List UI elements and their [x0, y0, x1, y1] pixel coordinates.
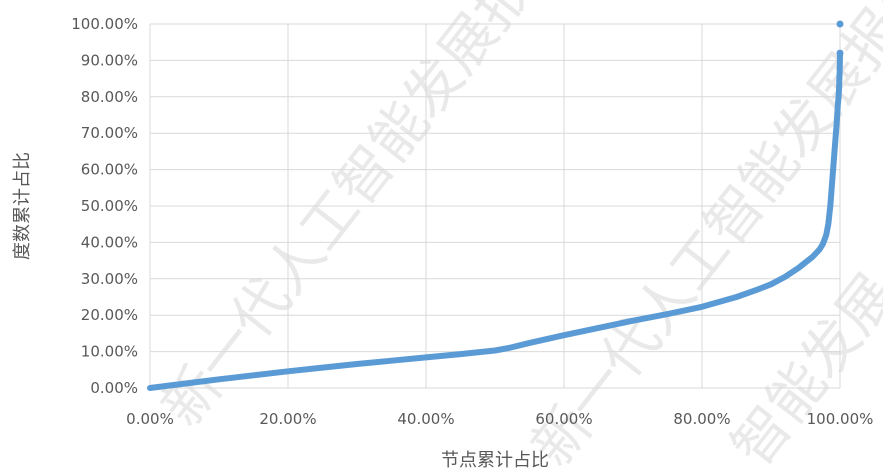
- data-series: [147, 50, 843, 391]
- y-tick-label: 30.00%: [81, 270, 138, 288]
- y-tick-label: 70.00%: [81, 124, 138, 142]
- watermark-text-a: 新一代人工智能发展报告: [150, 0, 580, 439]
- y-tick-label: 100.00%: [71, 15, 138, 33]
- x-tick-label: 20.00%: [259, 410, 316, 428]
- outlier-points: [836, 20, 844, 57]
- y-tick-label: 60.00%: [81, 161, 138, 179]
- data-point: [836, 49, 844, 57]
- watermark: 新一代人工智能发展报告 新一代人工智能发展报告 智能发展: [150, 0, 883, 471]
- tick-labels: 0.00% 20.00% 40.00% 60.00% 80.00% 100.00% 0.00…: [71, 15, 873, 428]
- x-tick-label: 100.00%: [807, 410, 874, 428]
- y-tick-label: 20.00%: [81, 306, 138, 324]
- series-curve: [147, 50, 843, 391]
- y-tick-label: 10.00%: [81, 343, 138, 361]
- y-tick-label: 0.00%: [90, 379, 138, 397]
- x-tick-label: 80.00%: [673, 410, 730, 428]
- y-axis-title: 度数累计占比: [12, 152, 33, 260]
- y-tick-label: 80.00%: [81, 88, 138, 106]
- x-axis-title: 节点累计占比: [441, 450, 549, 471]
- y-tick-label: 50.00%: [81, 197, 138, 215]
- x-tick-label: 60.00%: [535, 410, 592, 428]
- y-tick-label: 40.00%: [81, 233, 138, 251]
- data-point: [836, 20, 844, 28]
- y-tick-label: 90.00%: [81, 51, 138, 69]
- x-tick-label: 40.00%: [397, 410, 454, 428]
- x-tick-label: 0.00%: [126, 410, 174, 428]
